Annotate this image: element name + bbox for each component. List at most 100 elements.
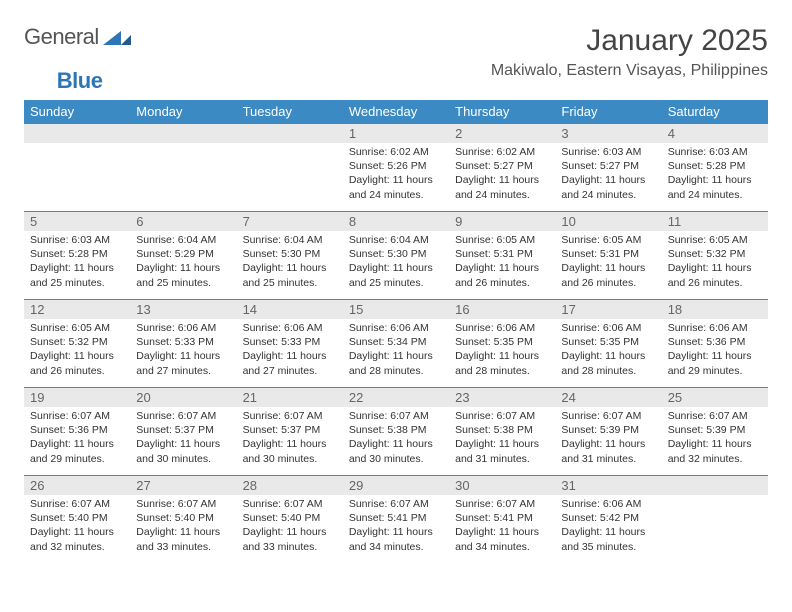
calendar-week-row: 5Sunrise: 6:03 AMSunset: 5:28 PMDaylight… [24, 212, 768, 300]
day-number: 20 [130, 388, 236, 407]
calendar-cell: 1Sunrise: 6:02 AMSunset: 5:26 PMDaylight… [343, 124, 449, 212]
day-number: 3 [555, 124, 661, 143]
day-number: 23 [449, 388, 555, 407]
weekday-header: Thursday [449, 100, 555, 124]
day-number: 31 [555, 476, 661, 495]
calendar-cell: 28Sunrise: 6:07 AMSunset: 5:40 PMDayligh… [237, 476, 343, 558]
day-number-empty [662, 476, 768, 495]
day-details: Sunrise: 6:06 AMSunset: 5:36 PMDaylight:… [662, 319, 768, 382]
day-number: 11 [662, 212, 768, 231]
weekday-header: Sunday [24, 100, 130, 124]
calendar-cell: 23Sunrise: 6:07 AMSunset: 5:38 PMDayligh… [449, 388, 555, 476]
calendar-cell: 7Sunrise: 6:04 AMSunset: 5:30 PMDaylight… [237, 212, 343, 300]
day-details: Sunrise: 6:03 AMSunset: 5:28 PMDaylight:… [24, 231, 130, 294]
day-number: 19 [24, 388, 130, 407]
day-number: 5 [24, 212, 130, 231]
location-text: Makiwalo, Eastern Visayas, Philippines [491, 62, 768, 80]
day-details: Sunrise: 6:07 AMSunset: 5:41 PMDaylight:… [343, 495, 449, 558]
day-details: Sunrise: 6:05 AMSunset: 5:31 PMDaylight:… [555, 231, 661, 294]
calendar-cell: 8Sunrise: 6:04 AMSunset: 5:30 PMDaylight… [343, 212, 449, 300]
calendar-cell [130, 124, 236, 212]
day-details: Sunrise: 6:07 AMSunset: 5:41 PMDaylight:… [449, 495, 555, 558]
calendar-cell: 14Sunrise: 6:06 AMSunset: 5:33 PMDayligh… [237, 300, 343, 388]
day-details: Sunrise: 6:05 AMSunset: 5:32 PMDaylight:… [24, 319, 130, 382]
day-details: Sunrise: 6:07 AMSunset: 5:38 PMDaylight:… [343, 407, 449, 470]
day-details: Sunrise: 6:07 AMSunset: 5:36 PMDaylight:… [24, 407, 130, 470]
calendar-week-row: 12Sunrise: 6:05 AMSunset: 5:32 PMDayligh… [24, 300, 768, 388]
day-number: 1 [343, 124, 449, 143]
day-details: Sunrise: 6:07 AMSunset: 5:40 PMDaylight:… [130, 495, 236, 558]
day-details: Sunrise: 6:04 AMSunset: 5:29 PMDaylight:… [130, 231, 236, 294]
day-details: Sunrise: 6:02 AMSunset: 5:27 PMDaylight:… [449, 143, 555, 206]
calendar-cell: 4Sunrise: 6:03 AMSunset: 5:28 PMDaylight… [662, 124, 768, 212]
calendar-cell: 16Sunrise: 6:06 AMSunset: 5:35 PMDayligh… [449, 300, 555, 388]
calendar-head: SundayMondayTuesdayWednesdayThursdayFrid… [24, 100, 768, 124]
day-details: Sunrise: 6:07 AMSunset: 5:37 PMDaylight:… [130, 407, 236, 470]
calendar-cell: 21Sunrise: 6:07 AMSunset: 5:37 PMDayligh… [237, 388, 343, 476]
day-details: Sunrise: 6:05 AMSunset: 5:31 PMDaylight:… [449, 231, 555, 294]
day-number: 29 [343, 476, 449, 495]
calendar-cell: 10Sunrise: 6:05 AMSunset: 5:31 PMDayligh… [555, 212, 661, 300]
day-details: Sunrise: 6:03 AMSunset: 5:27 PMDaylight:… [555, 143, 661, 206]
day-number: 15 [343, 300, 449, 319]
day-number-empty [237, 124, 343, 143]
day-number: 2 [449, 124, 555, 143]
month-title: January 2025 [491, 24, 768, 58]
day-number: 26 [24, 476, 130, 495]
day-details: Sunrise: 6:04 AMSunset: 5:30 PMDaylight:… [237, 231, 343, 294]
day-number: 14 [237, 300, 343, 319]
calendar-page: General January 2025 Makiwalo, Eastern V… [0, 0, 792, 568]
calendar-cell: 22Sunrise: 6:07 AMSunset: 5:38 PMDayligh… [343, 388, 449, 476]
calendar-cell [24, 124, 130, 212]
weekday-header: Friday [555, 100, 661, 124]
day-details: Sunrise: 6:06 AMSunset: 5:34 PMDaylight:… [343, 319, 449, 382]
weekday-header: Wednesday [343, 100, 449, 124]
calendar-cell: 15Sunrise: 6:06 AMSunset: 5:34 PMDayligh… [343, 300, 449, 388]
calendar-body: 1Sunrise: 6:02 AMSunset: 5:26 PMDaylight… [24, 124, 768, 558]
weekday-header: Saturday [662, 100, 768, 124]
day-details: Sunrise: 6:07 AMSunset: 5:39 PMDaylight:… [662, 407, 768, 470]
day-number: 8 [343, 212, 449, 231]
calendar-cell: 6Sunrise: 6:04 AMSunset: 5:29 PMDaylight… [130, 212, 236, 300]
calendar-cell: 29Sunrise: 6:07 AMSunset: 5:41 PMDayligh… [343, 476, 449, 558]
calendar-cell: 5Sunrise: 6:03 AMSunset: 5:28 PMDaylight… [24, 212, 130, 300]
weekday-header: Tuesday [237, 100, 343, 124]
calendar-week-row: 1Sunrise: 6:02 AMSunset: 5:26 PMDaylight… [24, 124, 768, 212]
day-number: 12 [24, 300, 130, 319]
day-details: Sunrise: 6:06 AMSunset: 5:33 PMDaylight:… [130, 319, 236, 382]
day-number: 10 [555, 212, 661, 231]
weekday-header: Monday [130, 100, 236, 124]
calendar-week-row: 26Sunrise: 6:07 AMSunset: 5:40 PMDayligh… [24, 476, 768, 558]
brand-triangle-icon [103, 29, 131, 47]
day-number-empty [130, 124, 236, 143]
day-details: Sunrise: 6:04 AMSunset: 5:30 PMDaylight:… [343, 231, 449, 294]
calendar-cell: 30Sunrise: 6:07 AMSunset: 5:41 PMDayligh… [449, 476, 555, 558]
calendar-cell: 19Sunrise: 6:07 AMSunset: 5:36 PMDayligh… [24, 388, 130, 476]
calendar-cell: 27Sunrise: 6:07 AMSunset: 5:40 PMDayligh… [130, 476, 236, 558]
brand-logo: General [24, 24, 133, 50]
day-number: 16 [449, 300, 555, 319]
day-number: 21 [237, 388, 343, 407]
calendar-cell: 9Sunrise: 6:05 AMSunset: 5:31 PMDaylight… [449, 212, 555, 300]
calendar-cell: 13Sunrise: 6:06 AMSunset: 5:33 PMDayligh… [130, 300, 236, 388]
calendar-cell: 18Sunrise: 6:06 AMSunset: 5:36 PMDayligh… [662, 300, 768, 388]
day-details: Sunrise: 6:06 AMSunset: 5:35 PMDaylight:… [555, 319, 661, 382]
brand-word2: Blue [57, 68, 103, 94]
day-number: 28 [237, 476, 343, 495]
calendar-cell: 20Sunrise: 6:07 AMSunset: 5:37 PMDayligh… [130, 388, 236, 476]
day-details: Sunrise: 6:05 AMSunset: 5:32 PMDaylight:… [662, 231, 768, 294]
day-number: 25 [662, 388, 768, 407]
calendar-cell: 12Sunrise: 6:05 AMSunset: 5:32 PMDayligh… [24, 300, 130, 388]
day-details: Sunrise: 6:06 AMSunset: 5:33 PMDaylight:… [237, 319, 343, 382]
calendar-cell: 3Sunrise: 6:03 AMSunset: 5:27 PMDaylight… [555, 124, 661, 212]
day-number: 13 [130, 300, 236, 319]
day-number-empty [24, 124, 130, 143]
header-right: January 2025 Makiwalo, Eastern Visayas, … [491, 24, 768, 86]
calendar-cell: 11Sunrise: 6:05 AMSunset: 5:32 PMDayligh… [662, 212, 768, 300]
day-number: 18 [662, 300, 768, 319]
calendar-cell: 31Sunrise: 6:06 AMSunset: 5:42 PMDayligh… [555, 476, 661, 558]
calendar-cell [662, 476, 768, 558]
day-number: 9 [449, 212, 555, 231]
day-number: 4 [662, 124, 768, 143]
day-details: Sunrise: 6:07 AMSunset: 5:40 PMDaylight:… [237, 495, 343, 558]
